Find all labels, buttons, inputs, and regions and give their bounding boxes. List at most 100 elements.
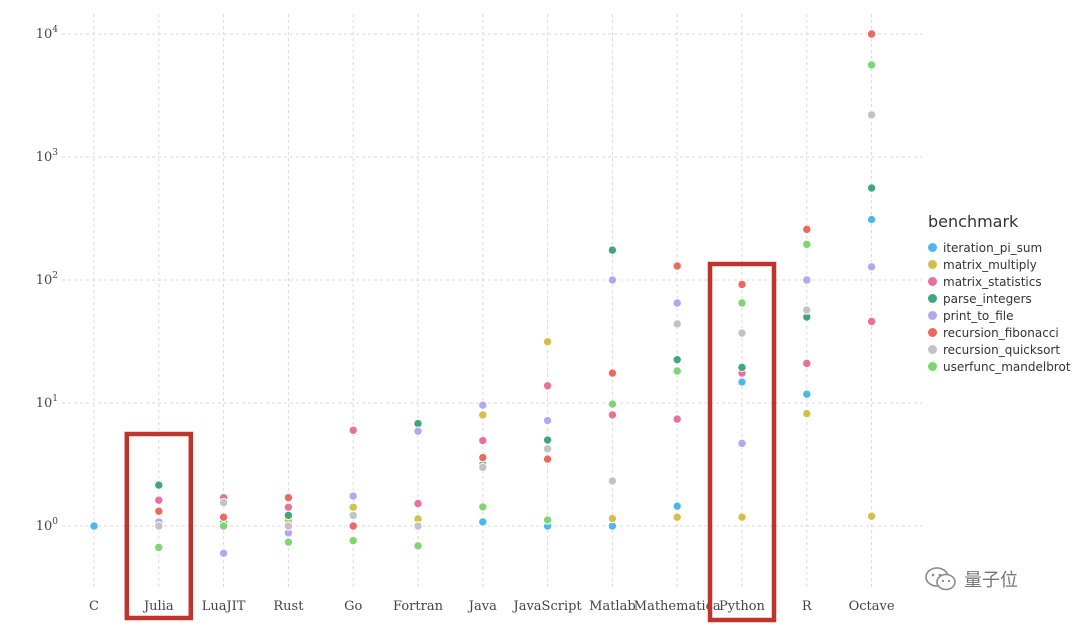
- legend-title: benchmark: [928, 212, 1019, 231]
- legend-label: print_to_file: [943, 308, 1014, 323]
- data-point: [607, 245, 618, 255]
- x-tick-label: JavaScript: [512, 599, 583, 614]
- data-point: [348, 521, 358, 531]
- y-tick-label: 103: [36, 148, 59, 165]
- data-point: [478, 435, 488, 446]
- data-points: [89, 29, 877, 558]
- legend-label: userfunc_mandelbrot: [943, 359, 1071, 374]
- data-point: [737, 328, 747, 338]
- data-point: [154, 521, 164, 531]
- legend-swatch: [928, 345, 937, 354]
- legend-label: recursion_quicksort: [943, 342, 1061, 357]
- data-point: [672, 298, 682, 308]
- data-point: [542, 515, 553, 525]
- legend-label: recursion_fibonacci: [943, 325, 1059, 340]
- legend-item: recursion_fibonacci: [928, 324, 1071, 341]
- data-point: [802, 389, 812, 399]
- data-point: [672, 512, 682, 522]
- data-point: [154, 506, 164, 516]
- x-tick-label: Julia: [142, 599, 174, 614]
- data-point: [348, 425, 358, 435]
- data-point: [542, 444, 553, 454]
- data-point: [283, 510, 294, 521]
- data-point: [802, 358, 812, 369]
- data-point: [866, 511, 877, 521]
- data-point: [542, 435, 553, 445]
- data-point: [348, 491, 358, 501]
- data-point: [348, 502, 358, 512]
- data-point: [542, 415, 553, 426]
- data-point: [866, 110, 877, 120]
- data-point: [866, 183, 877, 193]
- data-point: [348, 510, 358, 521]
- data-point: [802, 224, 812, 235]
- watermark: 量子位: [924, 566, 1018, 592]
- legend-swatch: [928, 243, 937, 252]
- data-point: [218, 521, 229, 531]
- x-tick-label: Mathematica: [634, 599, 721, 614]
- data-point: [802, 239, 812, 250]
- data-point: [413, 426, 423, 436]
- legend-swatch: [928, 277, 937, 286]
- legend-label: parse_integers: [943, 291, 1032, 306]
- legend-swatch: [928, 328, 937, 337]
- data-point: [283, 521, 294, 531]
- data-point: [478, 517, 488, 527]
- x-tick-label: C: [89, 599, 99, 614]
- data-point: [802, 275, 812, 285]
- data-point: [607, 275, 618, 285]
- data-point: [478, 410, 488, 420]
- highlight-boxes: [124, 261, 777, 623]
- legend-label: iteration_pi_sum: [943, 240, 1043, 255]
- x-tick-label: Python: [719, 599, 766, 614]
- data-point: [672, 261, 682, 271]
- data-point: [283, 502, 294, 512]
- data-point: [283, 537, 294, 547]
- data-point: [737, 298, 747, 308]
- data-point: [866, 60, 877, 70]
- data-point: [866, 316, 877, 327]
- legend-item: recursion_quicksort: [928, 341, 1071, 358]
- data-point: [348, 535, 358, 546]
- data-point: [672, 414, 682, 424]
- data-point: [607, 399, 618, 409]
- data-point: [478, 502, 488, 512]
- data-point: [542, 337, 553, 347]
- x-tick-label: Rust: [273, 599, 304, 614]
- data-point: [542, 381, 553, 391]
- data-point: [737, 512, 747, 522]
- data-point: [607, 513, 618, 524]
- data-point: [283, 492, 294, 503]
- x-tick-label: Matlab: [589, 599, 636, 614]
- data-point: [737, 377, 747, 387]
- data-point: [413, 498, 423, 509]
- data-point: [478, 400, 488, 410]
- legend-item: iteration_pi_sum: [928, 239, 1071, 256]
- legend-swatch: [928, 362, 937, 371]
- legend-items: iteration_pi_sum matrix_multiply matrix_st…: [928, 239, 1071, 375]
- x-tick-label: Go: [344, 599, 362, 614]
- legend-item: matrix_statistics: [928, 273, 1071, 290]
- y-axis-ticks: 100 101 102 103 104: [36, 25, 59, 534]
- data-point: [672, 354, 682, 365]
- data-point: [802, 305, 812, 315]
- data-point: [802, 408, 812, 419]
- data-point: [866, 29, 877, 39]
- data-point: [866, 262, 877, 272]
- data-point: [478, 462, 488, 473]
- data-point: [154, 495, 164, 505]
- legend-swatch: [928, 294, 937, 303]
- y-tick-label: 101: [36, 394, 58, 411]
- data-point: [866, 214, 877, 225]
- data-point: [154, 480, 164, 490]
- data-point: [413, 541, 423, 551]
- data-point: [737, 362, 747, 373]
- y-tick-label: 102: [36, 271, 58, 288]
- highlight-box: [707, 261, 777, 623]
- data-point: [154, 542, 164, 553]
- data-point: [737, 438, 747, 449]
- legend-item: userfunc_mandelbrot: [928, 358, 1071, 375]
- data-point: [737, 279, 747, 290]
- data-point: [478, 452, 488, 463]
